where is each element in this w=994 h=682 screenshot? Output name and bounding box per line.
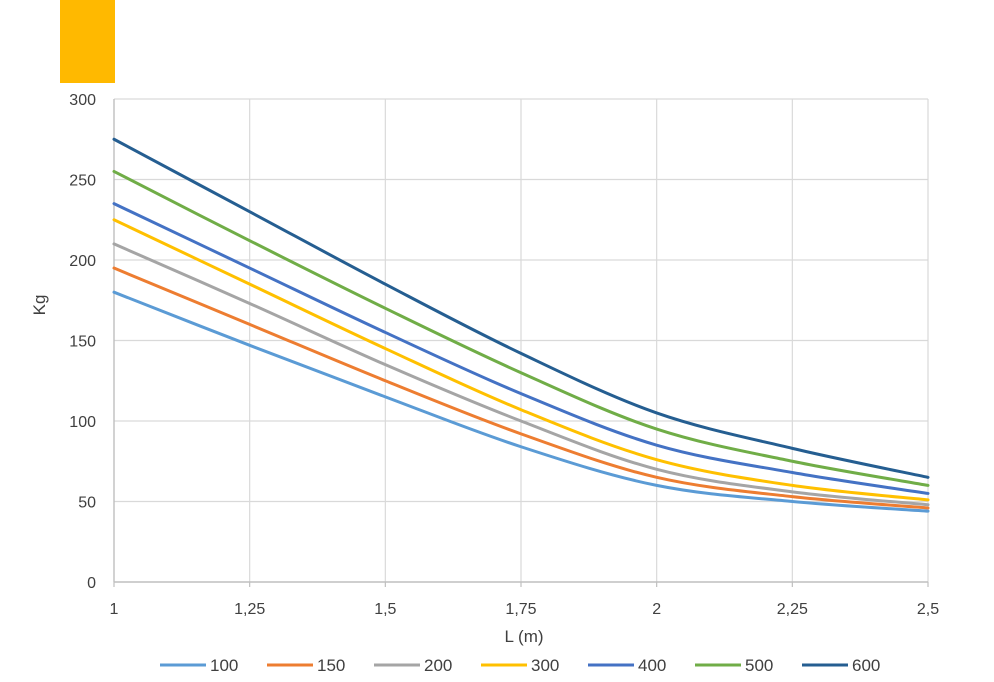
- y-tick-label: 50: [78, 495, 96, 512]
- x-tick-label: 1: [110, 601, 119, 618]
- series-line-200: [112, 242, 930, 507]
- legend-label: 150: [317, 656, 345, 675]
- y-tick-labels: 0 50 100 150 200 250 300: [69, 92, 96, 592]
- series-lines: [112, 137, 930, 513]
- series-line-600: [112, 137, 930, 479]
- y-tick-label: 250: [69, 173, 96, 190]
- legend-item-150: 150: [267, 656, 345, 675]
- accent-block: [60, 0, 115, 83]
- x-tick-label: 2,25: [777, 601, 808, 618]
- x-tick-label: 2: [652, 601, 661, 618]
- series-line-300: [112, 218, 930, 502]
- legend-label: 200: [424, 656, 452, 675]
- legend-label: 500: [745, 656, 773, 675]
- series-line-100: [112, 290, 930, 513]
- series-line-150: [112, 266, 930, 510]
- legend-item-500: 500: [695, 656, 773, 675]
- y-tick-label: 200: [69, 253, 96, 270]
- x-tick-label: 1,75: [505, 601, 536, 618]
- x-axis-title: L (m): [504, 627, 543, 646]
- x-tick-labels: 1 1,25 1,5 1,75 2 2,25 2,5: [110, 601, 940, 618]
- axes: [113, 99, 929, 587]
- y-tick-label: 300: [69, 92, 96, 109]
- series-line-500: [112, 169, 930, 487]
- legend-item-300: 300: [481, 656, 559, 675]
- legend-item-400: 400: [588, 656, 666, 675]
- x-tick-label: 1,5: [374, 601, 396, 618]
- legend-item-600: 600: [802, 656, 880, 675]
- y-tick-label: 150: [69, 334, 96, 351]
- legend-label: 600: [852, 656, 880, 675]
- legend-item-200: 200: [374, 656, 452, 675]
- legend: 100 150 200 300 400 500 600: [160, 656, 880, 675]
- y-axis-title: Kg: [30, 295, 49, 316]
- series-line-400: [112, 202, 930, 495]
- legend-label: 400: [638, 656, 666, 675]
- y-tick-label: 100: [69, 414, 96, 431]
- legend-label: 300: [531, 656, 559, 675]
- x-tick-label: 1,25: [234, 601, 265, 618]
- legend-label: 100: [210, 656, 238, 675]
- legend-item-100: 100: [160, 656, 238, 675]
- y-tick-label: 0: [87, 575, 96, 592]
- x-tick-label: 2,5: [917, 601, 939, 618]
